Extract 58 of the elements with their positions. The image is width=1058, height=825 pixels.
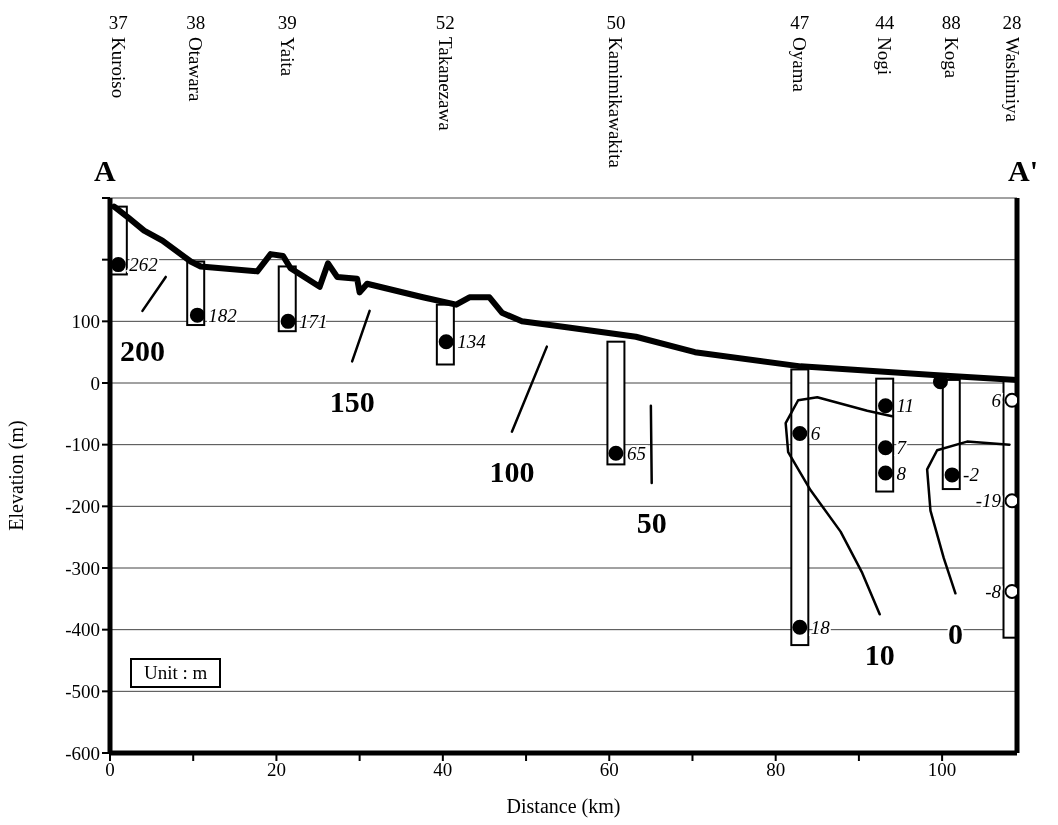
y-axis-title: Elevation (m) [5,420,29,531]
text: 50 Kamimikawakita [605,12,627,169]
annotation: 262 [129,254,159,276]
text: 28 Washimiya [1001,12,1023,123]
annotation: -2 [963,464,980,486]
text: 52 Takanezawa [434,12,456,132]
text: 88 Koga [940,12,962,79]
x-axis-title: Distance (km) [506,795,621,818]
y-tick-label: 100 [71,311,100,333]
annotation: 6 [810,423,821,445]
bar [606,340,626,466]
annotation: 6 [991,389,1002,411]
annotation: -19 [975,490,1002,512]
y-tick-label: -600 [65,742,100,764]
y-tick-label: -300 [65,557,100,579]
y-tick-label: -200 [65,496,100,518]
series-label: 100 [489,455,535,489]
annotation: 134 [457,331,487,353]
point [1004,583,1017,599]
point [878,440,894,456]
text: A' [1008,154,1038,188]
y-tick-label: -400 [65,619,100,641]
annotation: 8 [896,462,907,484]
x-tick-label: 40 [433,759,453,781]
point [792,619,808,635]
x-tick-label: 20 [266,759,286,781]
annotation: 11 [896,395,915,417]
text: 47 Oyama [789,12,811,93]
y-tick-label: -100 [65,434,100,456]
text: 39 Yaita [276,12,298,77]
annotation: 65 [626,442,646,464]
point [878,398,894,414]
annotation: 182 [208,304,238,326]
point [1004,392,1017,408]
point [878,465,894,481]
y-tick-label: 0 [90,372,100,394]
x-tick-label: 100 [927,759,957,781]
point [944,467,960,483]
point [1004,493,1017,509]
series-label: 10 [864,637,895,671]
series-label: 200 [119,334,165,368]
text: 44 Nogi [874,12,896,75]
text: A [94,154,116,188]
point [792,426,808,442]
series-label: 150 [329,384,375,418]
point [110,257,126,273]
series-label: 50 [636,506,667,540]
x-tick-label: 0 [105,759,115,781]
text: 38 Otawara [185,12,207,102]
x-tick-label: 80 [766,759,786,781]
text: 37 Kuroiso [107,12,129,99]
annotation: -8 [985,580,1002,602]
point [608,445,624,461]
x-tick-label: 60 [599,759,619,781]
y-tick-label: -500 [65,681,100,703]
point [189,307,205,323]
point [280,313,296,329]
annotation: Unit : m [130,658,222,688]
